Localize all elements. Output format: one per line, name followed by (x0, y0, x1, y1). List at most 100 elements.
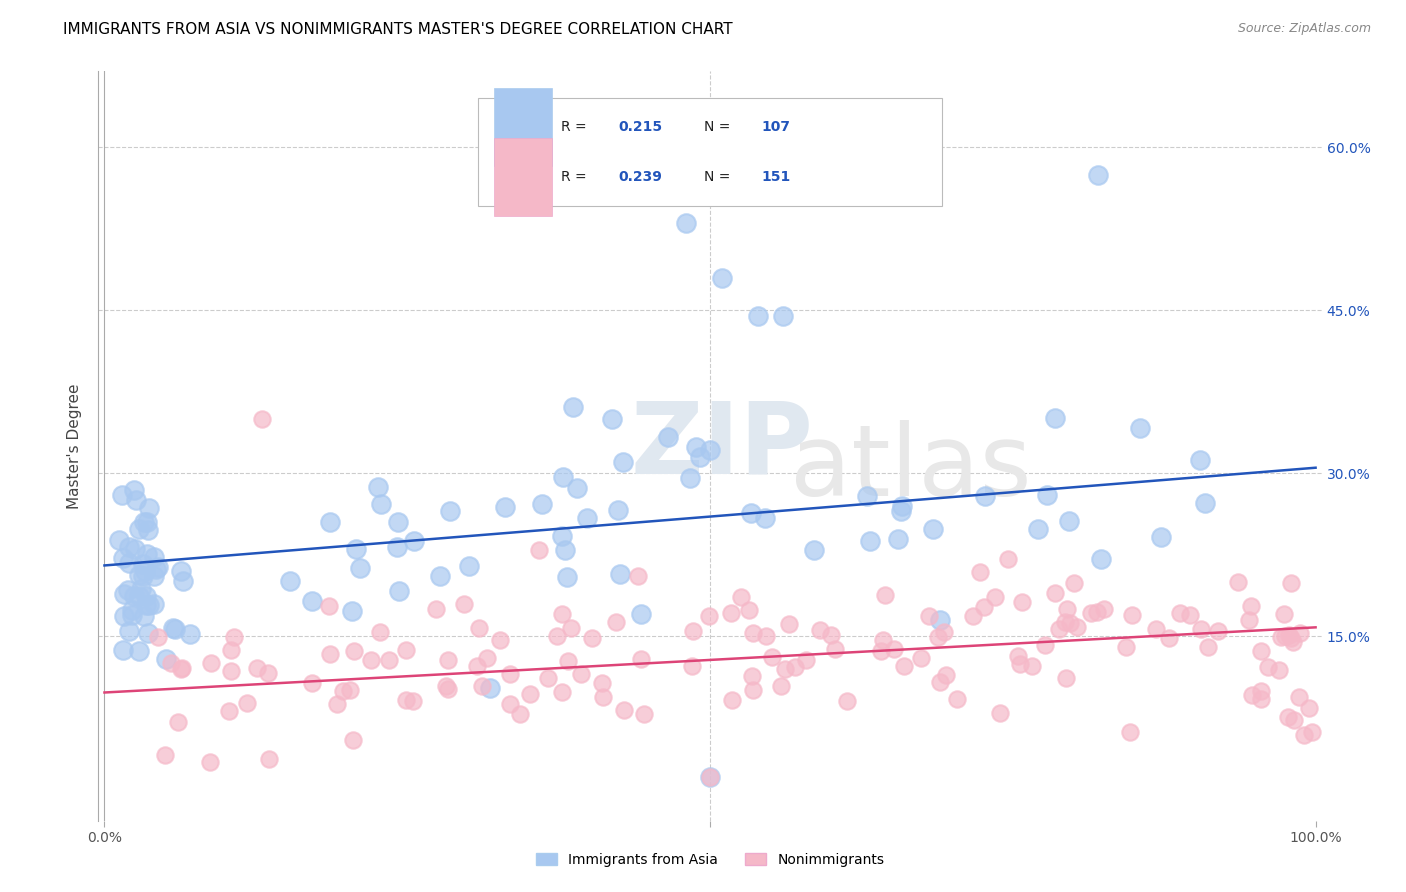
Point (808, 623, 831, 637)
Point (118, 556, 141, 570)
Point (835, 694, 858, 708)
Point (612, 455, 634, 469)
Point (128, 644, 150, 658)
Point (132, 557, 155, 571)
Point (711, 270, 734, 285)
Point (922, 522, 945, 536)
Point (387, 515, 409, 529)
Point (160, 657, 183, 671)
Point (870, 644, 893, 658)
Text: ZIP: ZIP (630, 398, 814, 494)
Point (134, 564, 156, 578)
Point (883, 642, 905, 657)
Point (179, 627, 201, 641)
Point (1063, 576, 1085, 591)
Point (699, 442, 721, 457)
Point (439, 503, 461, 517)
Point (551, 607, 574, 621)
FancyBboxPatch shape (494, 137, 553, 216)
Point (927, 630, 949, 644)
Point (1278, 628, 1301, 642)
Point (679, 471, 702, 485)
Point (1270, 630, 1292, 644)
Point (1115, 640, 1137, 654)
Point (699, 770, 721, 784)
Point (973, 489, 995, 503)
Point (1272, 607, 1295, 621)
Point (344, 541, 367, 556)
Point (221, 664, 243, 678)
Point (1206, 624, 1229, 638)
Point (318, 599, 340, 614)
Point (1085, 605, 1108, 619)
Point (527, 543, 550, 558)
Point (132, 608, 155, 623)
Point (121, 607, 143, 622)
Point (699, 770, 721, 784)
Point (222, 630, 245, 644)
Point (1059, 616, 1081, 631)
Point (110, 488, 132, 502)
Point (775, 662, 797, 676)
Point (257, 752, 280, 766)
Point (1188, 453, 1211, 467)
Point (761, 649, 783, 664)
Point (1121, 608, 1143, 623)
Point (794, 653, 817, 667)
Point (301, 593, 323, 607)
Point (509, 706, 531, 721)
Point (609, 567, 631, 582)
Point (856, 489, 879, 503)
Point (1057, 514, 1080, 528)
Point (891, 500, 914, 514)
Point (689, 450, 711, 464)
Point (893, 659, 915, 673)
Point (429, 569, 451, 583)
Point (741, 626, 763, 640)
Point (1080, 606, 1102, 620)
Point (1288, 690, 1310, 705)
Point (600, 412, 623, 426)
Point (1047, 622, 1070, 636)
Point (155, 651, 177, 665)
Text: 151: 151 (762, 169, 790, 184)
Point (111, 551, 134, 566)
Point (143, 597, 166, 611)
FancyBboxPatch shape (494, 87, 553, 166)
Point (560, 621, 582, 635)
Point (1277, 710, 1299, 724)
Point (340, 604, 363, 618)
Point (218, 704, 240, 718)
Point (246, 661, 269, 675)
Point (738, 603, 761, 617)
Point (477, 651, 499, 665)
Point (138, 626, 160, 640)
Point (1056, 602, 1078, 616)
Point (471, 680, 494, 694)
Point (1257, 660, 1279, 674)
Point (136, 515, 159, 529)
Point (112, 642, 135, 657)
Point (613, 703, 636, 717)
Point (551, 470, 574, 484)
Point (135, 547, 157, 561)
Point (1026, 522, 1049, 536)
Point (1237, 613, 1260, 627)
Point (162, 621, 184, 635)
Text: 0.215: 0.215 (619, 120, 662, 134)
Point (741, 669, 763, 683)
Point (148, 630, 170, 644)
Point (607, 503, 630, 517)
Point (633, 707, 655, 722)
Point (339, 683, 361, 698)
Point (1054, 615, 1077, 629)
Point (682, 624, 704, 638)
Point (783, 660, 806, 674)
Point (551, 685, 574, 699)
Text: 0.239: 0.239 (619, 169, 662, 184)
Point (1129, 421, 1152, 435)
Point (135, 589, 157, 603)
Point (360, 653, 382, 667)
Point (591, 675, 613, 690)
Point (934, 624, 956, 639)
